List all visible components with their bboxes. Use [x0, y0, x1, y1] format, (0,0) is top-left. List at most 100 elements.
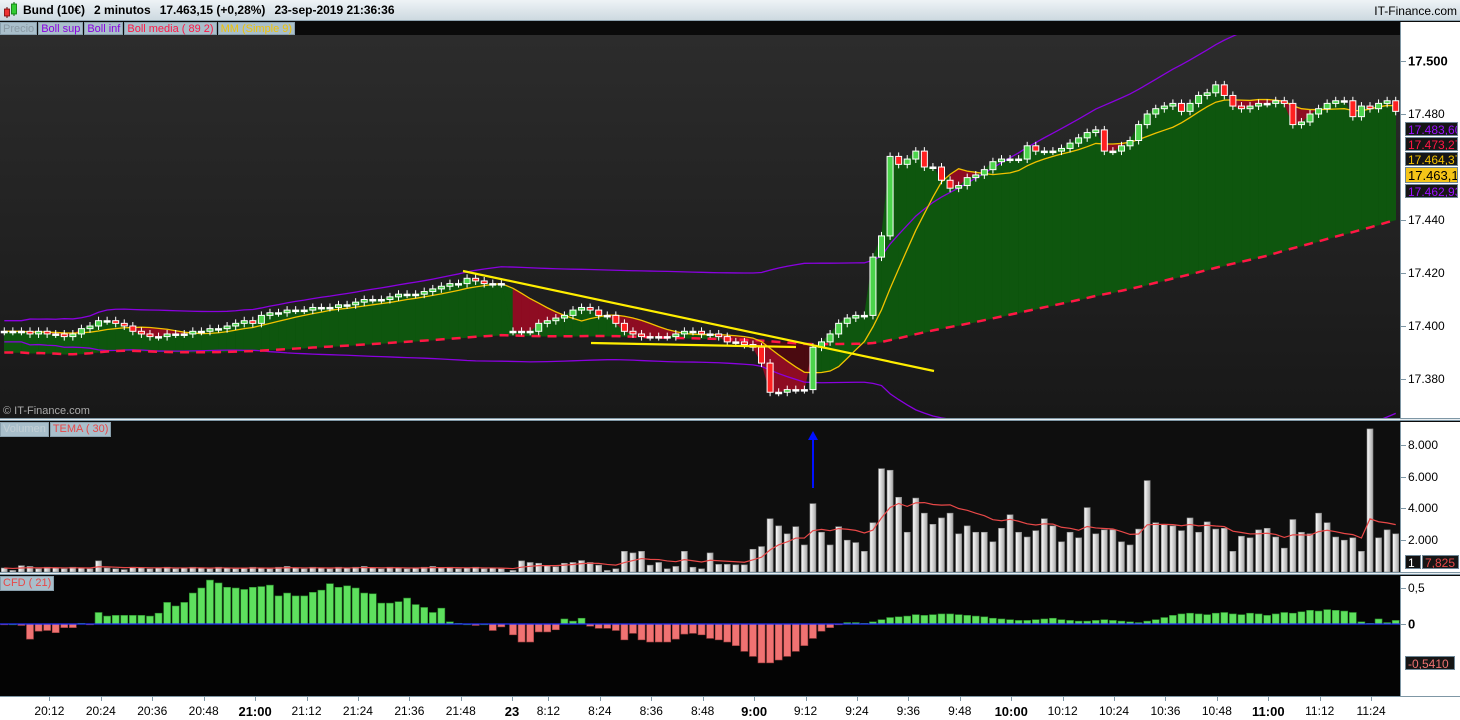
cfd-bar [517, 623, 526, 643]
band-fill [406, 297, 416, 343]
band-fill [415, 296, 425, 342]
volume-bar [929, 524, 937, 573]
cfd-bar [257, 586, 266, 625]
band-fill [1129, 139, 1139, 290]
volume-bar [283, 566, 291, 573]
cfd-bar [420, 607, 429, 625]
legend-item[interactable]: Boll inf [84, 22, 124, 35]
candle-up [309, 306, 317, 311]
candle-down [1392, 100, 1400, 112]
volume-bar [783, 533, 791, 573]
candle-up [1143, 113, 1151, 126]
cfd-bar [1254, 613, 1263, 625]
candle-up [843, 317, 851, 324]
band-fill [1001, 172, 1011, 317]
volume-bar [1049, 525, 1057, 573]
cfd-bar [552, 623, 560, 631]
volume-axis[interactable]: 8.000 6.000 4.000 2.000 [1400, 422, 1460, 573]
candle-down [620, 322, 628, 332]
cfd-bar [603, 623, 612, 629]
cfd-bar [757, 623, 766, 664]
volume-bar [1315, 512, 1322, 573]
candle-down [920, 150, 928, 168]
band-fill [1352, 110, 1362, 233]
cfd-bar [1177, 613, 1186, 625]
band-fill [1095, 143, 1105, 297]
legend-item[interactable]: TEMA ( 30) [49, 422, 112, 437]
time-tick [959, 697, 961, 701]
band-fill [1241, 99, 1251, 263]
panel-divider[interactable] [0, 418, 1460, 421]
legend-item[interactable]: Boll media ( 89 2) [124, 22, 217, 35]
cfd-bar [94, 612, 103, 625]
panel-divider[interactable] [0, 572, 1460, 575]
band-fill [1181, 116, 1191, 277]
cfd-min-tag: -0,5410 [1405, 656, 1455, 670]
band-fill [278, 318, 288, 350]
time-tick [409, 697, 411, 701]
legend-item[interactable]: Precio [0, 22, 38, 35]
volume-bar [1041, 518, 1048, 573]
band-fill [355, 305, 365, 346]
volume-bar [1246, 537, 1254, 573]
legend-item[interactable]: CFD ( 21) [0, 576, 55, 591]
candle-up [266, 312, 274, 316]
candle-up [292, 309, 300, 313]
volume-bar [835, 526, 842, 573]
band-fill [441, 291, 451, 340]
candle-up [646, 336, 654, 339]
candle-up [1092, 129, 1100, 134]
candle-up [86, 325, 94, 330]
candle-up [1186, 102, 1194, 112]
volume-bar [595, 564, 603, 573]
candle-down [26, 330, 34, 335]
legend-item[interactable]: Boll sup [38, 22, 84, 35]
axis-tick [1401, 476, 1406, 478]
candle-up [929, 166, 937, 169]
timeframe[interactable]: 2 minutos [94, 3, 151, 17]
cfd-bar [343, 585, 351, 625]
candle-up [257, 314, 265, 324]
candle-up [497, 283, 505, 286]
cfd-bar [214, 582, 223, 625]
candle-down [1280, 100, 1288, 104]
candle-up [963, 177, 971, 187]
volume-panel[interactable] [0, 422, 1400, 573]
price-axis[interactable]: 17.500 17.480 17.440 17.420 17.400 17.380 [1400, 22, 1460, 419]
cfd-bar [1186, 612, 1194, 625]
legend-item[interactable]: MM (Simple 9) [217, 22, 296, 35]
band-fill [338, 308, 348, 347]
candle-up [1332, 100, 1340, 104]
cfd-bar [1211, 612, 1220, 625]
volume-bar [843, 539, 851, 573]
band-fill [1258, 99, 1268, 259]
candle-up [518, 330, 526, 334]
price-tag: 17.462,93 [1405, 184, 1458, 198]
cfd-panel[interactable] [0, 576, 1400, 696]
price-panel[interactable] [0, 35, 1400, 418]
volume-bar [1066, 531, 1074, 573]
band-fill [1112, 143, 1122, 293]
time-axis-label: 9:36 [896, 704, 921, 718]
volume-bar [1075, 537, 1082, 573]
volume-bar [103, 567, 111, 573]
cfd-bar [163, 602, 171, 625]
candle-up [300, 309, 308, 313]
band-fill [1369, 106, 1379, 228]
candle-down [120, 322, 128, 327]
candle-up [1057, 147, 1065, 152]
cfd-bar [732, 623, 740, 646]
legend-item[interactable]: Volumen [0, 422, 49, 437]
cfd-axis[interactable]: 0,5 0 [1400, 576, 1460, 696]
cfd-bar [654, 623, 663, 643]
time-axis-label: 10:36 [1150, 704, 1181, 718]
time-axis[interactable]: 20:12 20:24 20:36 20:48 21:00 21:12 21:24 21:36… [0, 696, 1460, 720]
candle-up [1195, 94, 1203, 104]
time-tick [548, 697, 550, 701]
volume-bar [1083, 507, 1091, 573]
band-fill [398, 299, 408, 343]
candle-up [603, 314, 611, 318]
time-axis-label: 10:12 [1047, 704, 1078, 718]
cfd-bar [997, 618, 1006, 625]
volume-bar [1263, 527, 1271, 573]
